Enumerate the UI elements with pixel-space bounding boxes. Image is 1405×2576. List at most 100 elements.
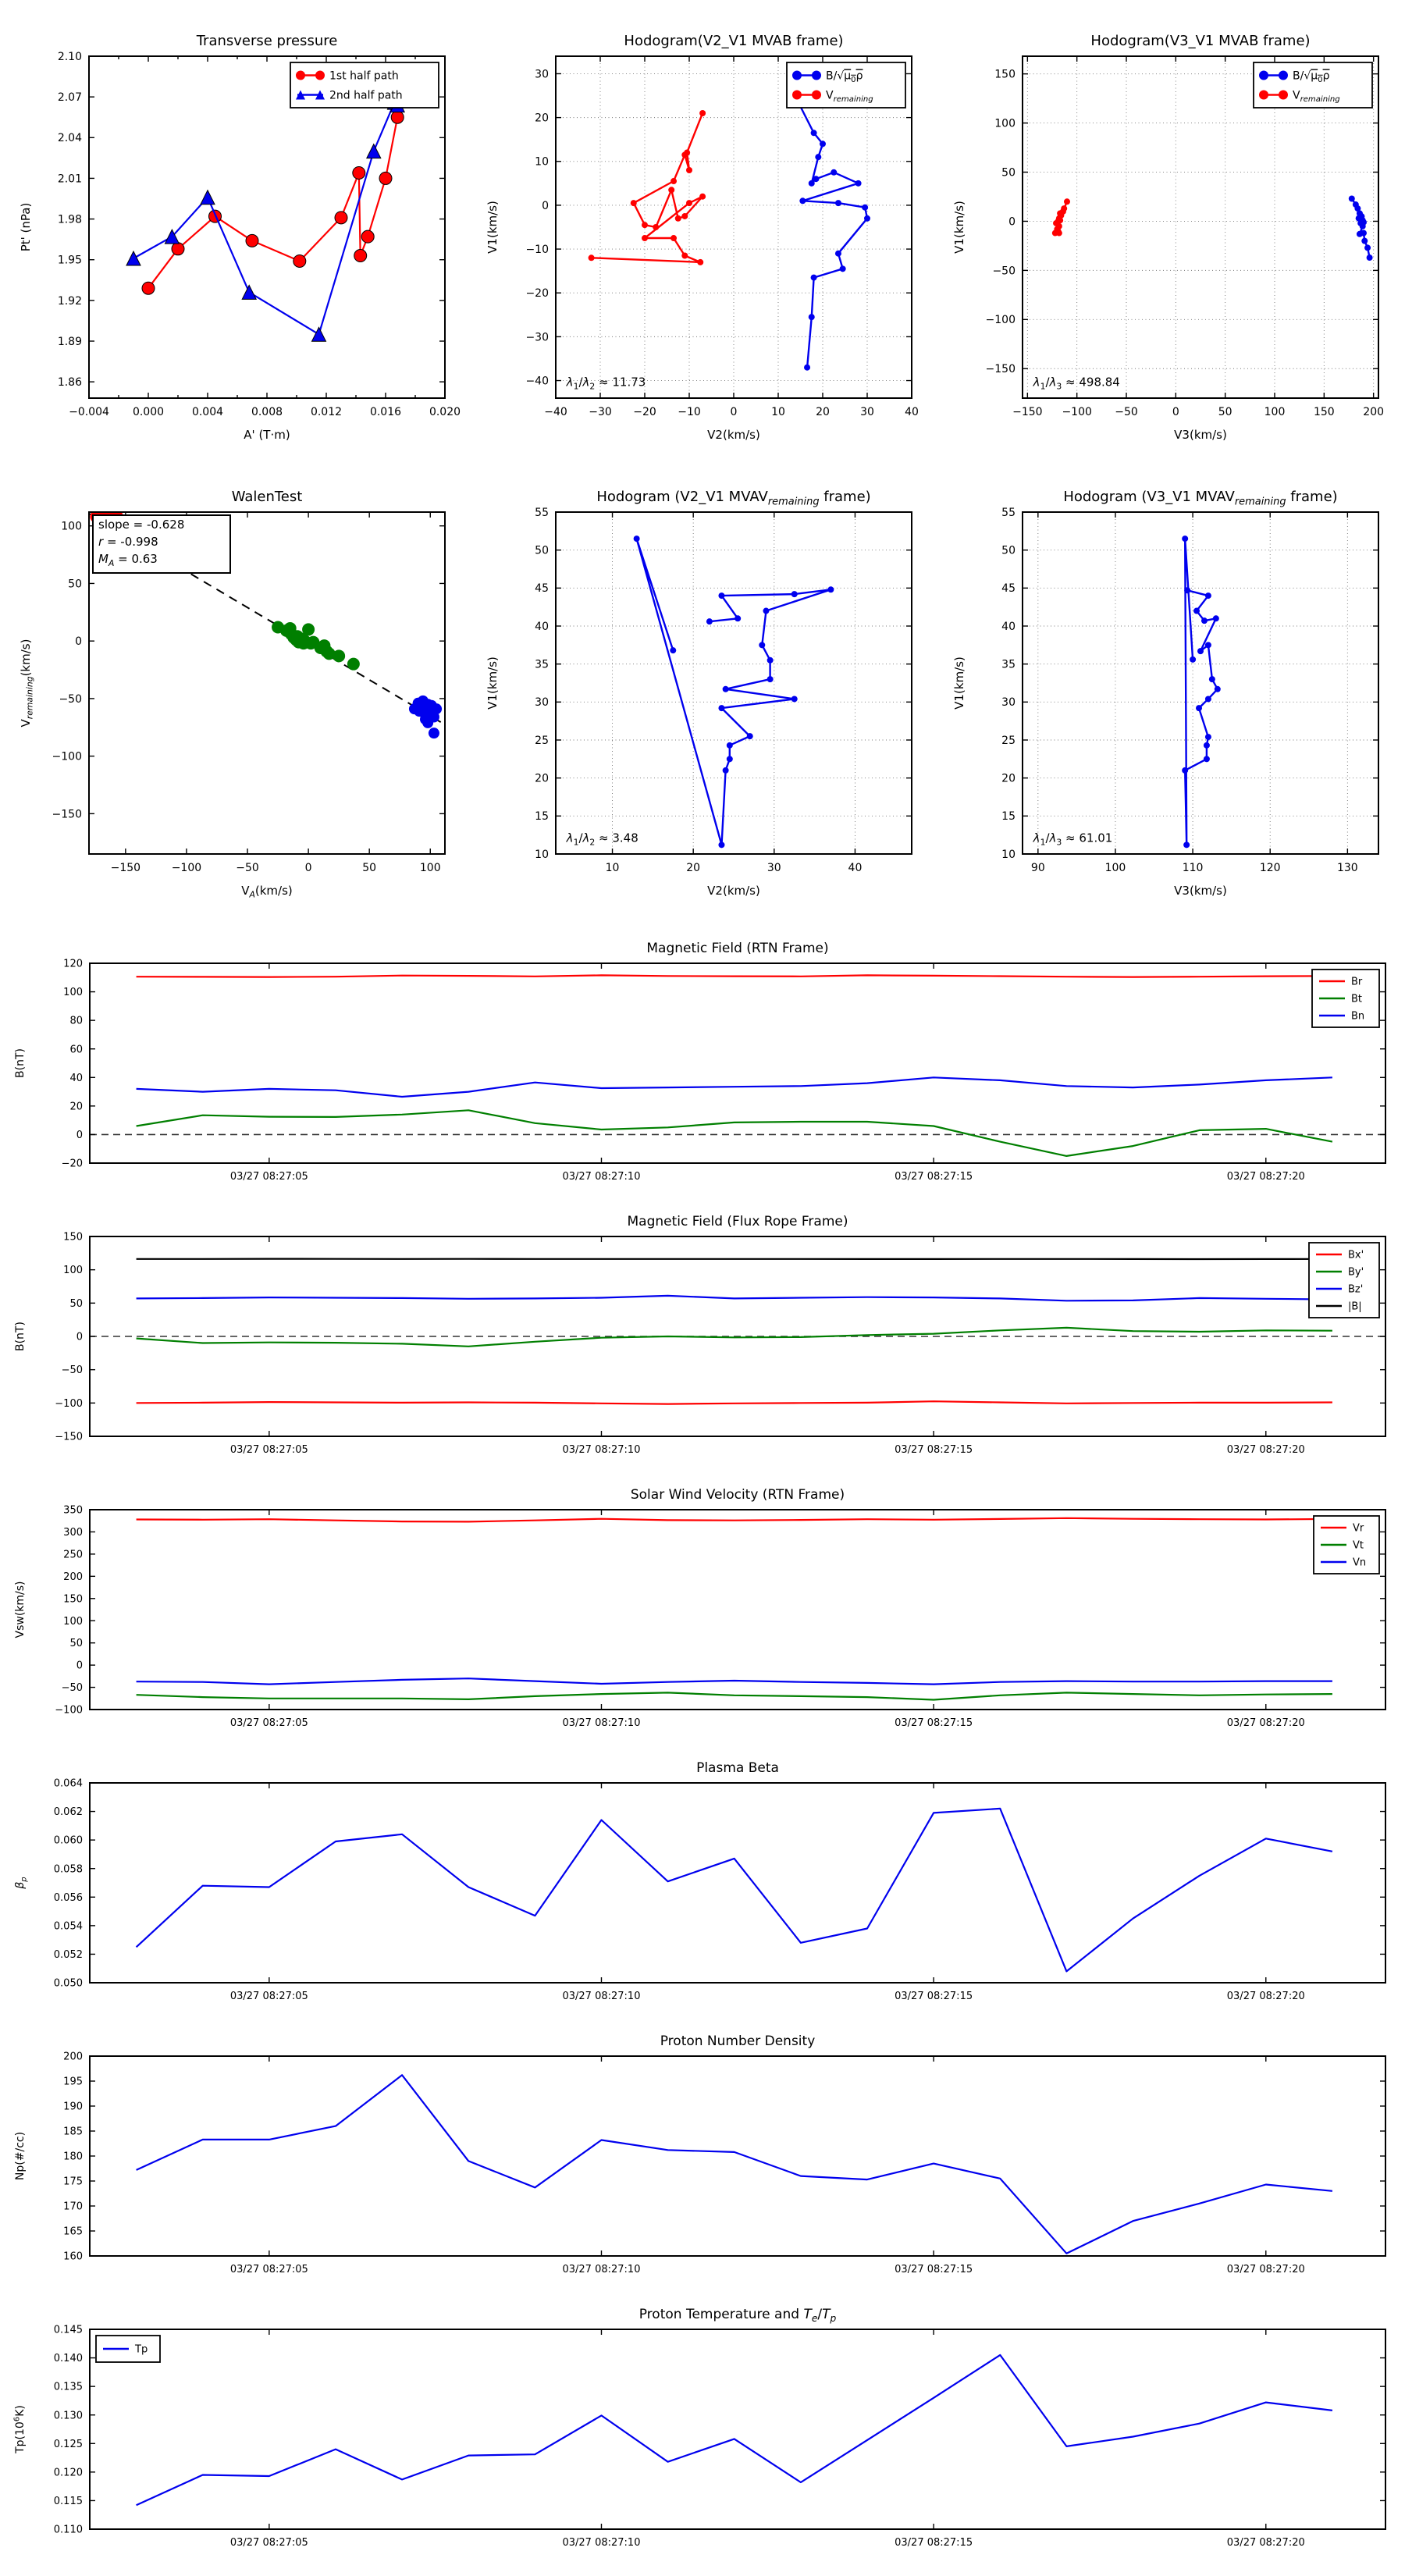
x-tick-label: 03/27 08:27:15 xyxy=(895,1991,973,2002)
legend-label: Bz' xyxy=(1348,1284,1363,1296)
data-point-marker xyxy=(1190,656,1197,663)
x-tick-label: 03/27 08:27:10 xyxy=(562,2537,640,2549)
x-tick-label: 03/27 08:27:05 xyxy=(230,2264,308,2275)
y-tick-label: 100 xyxy=(63,1616,83,1628)
data-point-marker xyxy=(810,274,817,281)
y-tick-label: 1.92 xyxy=(58,295,82,308)
legend: B/√μ0ρ Vremaining xyxy=(786,62,906,109)
data-point-marker xyxy=(171,242,185,256)
y-axis-label: Tp(106K) xyxy=(13,2405,27,2454)
y-tick-label: 50 xyxy=(68,578,82,590)
x-tick-label: 0 xyxy=(305,862,312,874)
series-Bn xyxy=(136,1076,1332,1098)
series-line-beta-p xyxy=(135,1807,1333,1973)
y-tick-label: 0.052 xyxy=(54,1949,83,1961)
data-point-marker xyxy=(1183,841,1190,849)
series-line-Vn xyxy=(136,1678,1332,1685)
x-tick-label: 150 xyxy=(1314,406,1335,418)
y-axis-label: Vsw(km/s) xyxy=(14,1581,27,1638)
y-axis-label: βp xyxy=(14,1877,28,1889)
y-tick-label: 80 xyxy=(69,1016,83,1027)
data-point-marker xyxy=(200,189,215,205)
x-tick-label: 0.012 xyxy=(311,406,342,418)
y-tick-label: −30 xyxy=(525,331,549,343)
y-tick-label: −150 xyxy=(55,1432,83,1443)
x-tick-label: 20 xyxy=(816,406,830,418)
x-tick-label: 10 xyxy=(606,862,620,874)
y-tick-label: 170 xyxy=(63,2201,83,2213)
data-point-marker xyxy=(808,314,815,321)
x-tick-label: −100 xyxy=(172,862,201,874)
data-point-marker xyxy=(164,229,180,244)
y-tick-label: 25 xyxy=(1001,735,1016,747)
legend-label: |B| xyxy=(1348,1301,1362,1313)
y-tick-label: 100 xyxy=(61,521,82,533)
data-point-marker xyxy=(334,211,348,225)
series-first-half-path xyxy=(141,110,404,295)
data-point-marker xyxy=(722,685,729,692)
x-tick-label: 40 xyxy=(848,862,863,874)
data-point-marker xyxy=(804,364,811,371)
x-tick-label: −150 xyxy=(111,862,140,874)
data-point-marker xyxy=(862,204,869,211)
data-point-marker xyxy=(642,222,648,229)
axes-box xyxy=(1022,55,1379,399)
data-point-marker xyxy=(1214,685,1221,692)
chart-title: Hodogram(V2_V1 MVAB frame) xyxy=(624,33,843,49)
annotation-text: λ1/λ3 ≈ 61.01 xyxy=(1033,831,1113,848)
series-line-first-half-path xyxy=(148,116,399,289)
data-point-marker xyxy=(699,193,706,200)
y-tick-label: 0 xyxy=(76,1332,83,1343)
x-tick-label: 100 xyxy=(420,862,441,874)
y-tick-label: −50 xyxy=(59,693,82,706)
y-tick-label: 20 xyxy=(535,773,549,785)
data-point-marker xyxy=(820,141,826,148)
series-line-Np xyxy=(136,2074,1333,2254)
y-tick-label: 10 xyxy=(535,849,549,861)
y-tick-label: 1.86 xyxy=(58,376,82,389)
x-tick-label: 03/27 08:27:10 xyxy=(562,1991,640,2002)
data-point-marker xyxy=(653,224,660,230)
y-tick-label: 100 xyxy=(994,117,1016,130)
y-tick-label: −100 xyxy=(55,1705,83,1717)
x-tick-label: 03/27 08:27:15 xyxy=(895,1717,973,1729)
stats-line: r = -0.998 xyxy=(98,535,158,549)
chart-title: Hodogram (V3_V1 MVAVremaining frame) xyxy=(1063,489,1337,507)
y-tick-label: 2.04 xyxy=(58,132,82,144)
axes-box xyxy=(89,1782,1386,1984)
y-tick-label: 200 xyxy=(63,1571,83,1583)
x-tick-label: 200 xyxy=(1363,406,1384,418)
legend: B/√μ0ρ Vremaining xyxy=(1253,62,1373,109)
data-point-marker xyxy=(633,535,640,543)
axis-ticks xyxy=(90,1236,1385,1437)
x-axis-label: V2(km/s) xyxy=(707,428,760,442)
series-line-Vr xyxy=(136,1517,1332,1523)
x-tick-label: 120 xyxy=(1260,862,1281,874)
data-point-marker xyxy=(686,167,692,173)
x-tick-label: 100 xyxy=(1105,862,1126,874)
y-tick-label: 0.060 xyxy=(54,1835,83,1847)
data-point-marker xyxy=(706,618,713,625)
x-axis-label: V3(km/s) xyxy=(1174,884,1227,898)
data-point-marker xyxy=(681,151,688,158)
x-tick-label: 20 xyxy=(686,862,700,874)
data-point-marker xyxy=(126,250,141,266)
legend-label: Tp xyxy=(134,2344,148,2356)
data-point-marker xyxy=(670,235,678,242)
panel-plasma-beta: 03/27 08:27:05 03/27 08:27:10 03/27 08:27:… xyxy=(14,1760,1386,2002)
x-axis-label: V3(km/s) xyxy=(1174,428,1227,442)
series-Bz-prime xyxy=(136,1294,1332,1302)
x-tick-label: 03/27 08:27:10 xyxy=(562,2264,640,2275)
y-tick-label: −150 xyxy=(52,808,82,820)
data-point-marker xyxy=(428,728,439,739)
annotation-text: λ1/λ2 ≈ 3.48 xyxy=(566,831,638,848)
y-tick-label: 150 xyxy=(994,69,1016,81)
x-tick-label: 0.016 xyxy=(370,406,401,418)
data-point-marker xyxy=(1204,696,1211,703)
legend-label: By' xyxy=(1348,1267,1364,1279)
data-point-marker xyxy=(311,326,327,342)
data-point-marker xyxy=(718,705,725,712)
data-point-marker xyxy=(141,281,155,295)
axes-box xyxy=(89,1509,1386,1710)
y-axis-label: B(nT) xyxy=(14,1322,27,1351)
